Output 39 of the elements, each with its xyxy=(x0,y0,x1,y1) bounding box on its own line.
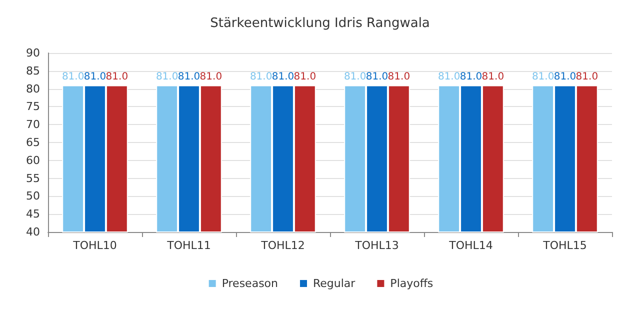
data-label: 81.0 xyxy=(272,72,294,83)
y-tick-label: 70 xyxy=(26,118,40,132)
y-tick-label: 50 xyxy=(26,190,40,203)
y-tick-label: 45 xyxy=(26,208,40,221)
x-tick-label: TOHL12 xyxy=(260,239,305,252)
data-label: 81.0 xyxy=(482,72,504,83)
data-label: 81.0 xyxy=(576,72,598,83)
y-tick-label: 60 xyxy=(26,154,40,167)
data-label: 81.0 xyxy=(62,72,84,83)
data-label: 81.0 xyxy=(294,72,316,83)
data-label: 81.0 xyxy=(156,72,178,83)
data-label: 81.0 xyxy=(460,72,482,83)
data-label: 81.0 xyxy=(532,72,554,83)
y-tick-label: 80 xyxy=(26,82,40,96)
y-tick-label: 85 xyxy=(26,64,40,78)
x-tick-label: TOHL14 xyxy=(448,239,493,252)
data-label: 81.0 xyxy=(388,72,410,83)
legend-label: Preseason xyxy=(222,277,278,290)
y-tick-label: 75 xyxy=(26,100,40,114)
y-tick-label: 55 xyxy=(26,172,40,185)
x-tick-label: TOHL13 xyxy=(354,239,399,252)
chart-title: Stärkeentwicklung Idris Rangwala xyxy=(210,16,430,31)
data-label: 81.0 xyxy=(554,72,576,83)
data-label: 81.0 xyxy=(250,72,272,83)
data-label: 81.0 xyxy=(366,72,388,83)
data-label: 81.0 xyxy=(200,72,222,83)
legend-label: Regular xyxy=(312,277,356,290)
x-tick-label: TOHL10 xyxy=(72,239,117,252)
x-tick-label: TOHL15 xyxy=(542,239,587,252)
y-tick-label: 90 xyxy=(26,46,40,60)
legend-label: Playoffs xyxy=(390,277,434,290)
y-tick-label: 40 xyxy=(26,226,40,238)
x-tick-label: TOHL11 xyxy=(166,239,211,252)
data-label: 81.0 xyxy=(106,72,128,83)
data-label: 81.0 xyxy=(84,72,106,83)
data-label: 81.0 xyxy=(178,72,200,83)
data-label: 81.0 xyxy=(438,72,460,83)
data-label: 81.0 xyxy=(344,72,366,83)
y-tick-label: 65 xyxy=(26,136,40,149)
